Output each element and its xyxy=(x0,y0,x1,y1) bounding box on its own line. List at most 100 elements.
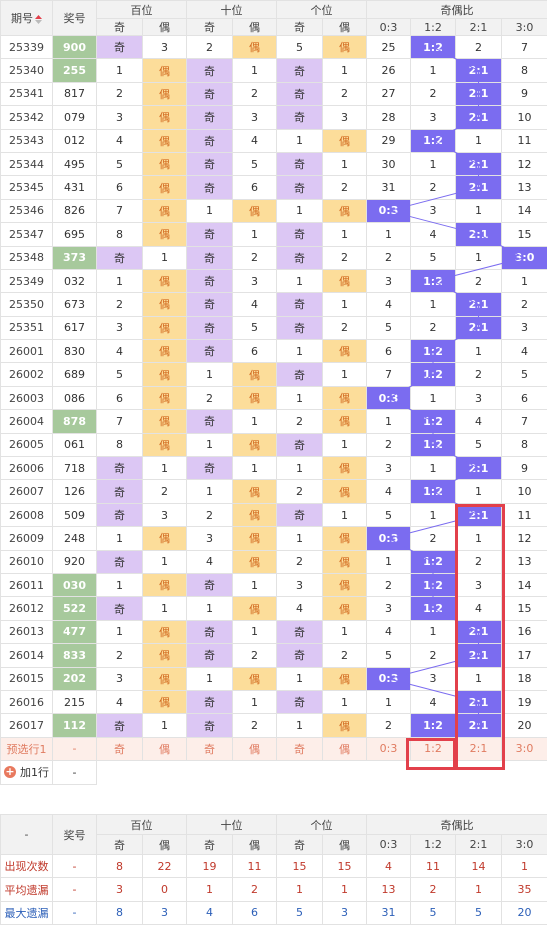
ratio-cell-1: 4 xyxy=(410,222,456,247)
s-odd-cell: 奇 xyxy=(186,643,233,668)
ratio-cell-1: 1:2 xyxy=(410,268,456,294)
winning-number-cell: 522 xyxy=(52,596,97,621)
b-odd-cell: 7 xyxy=(96,198,143,224)
ratio-cell-3: 13 xyxy=(501,175,547,200)
preselect-cell-3[interactable]: 偶 xyxy=(232,736,277,762)
ratio-cell-2: 2:1 xyxy=(455,456,502,481)
sort-icon[interactable] xyxy=(35,14,42,24)
period-cell: 25344 xyxy=(0,151,53,177)
stats-value-3: 11 xyxy=(232,853,277,879)
winning-number-cell: 086 xyxy=(52,385,97,411)
col-bai-header: 百位 xyxy=(96,0,187,19)
col-qihao-header[interactable]: 期号 xyxy=(0,0,53,36)
ratio-cell-2: 2:1 xyxy=(455,619,502,645)
b-odd-cell: 4 xyxy=(96,689,143,715)
g-even-cell: 偶 xyxy=(322,713,367,738)
ratio-cell-3: 14 xyxy=(501,198,547,224)
table-row: 26009 248 1 偶 3 偶 1 偶 0:3 2 1 12 xyxy=(0,526,547,551)
g-odd-cell: 3 xyxy=(276,572,323,598)
g-odd-cell: 奇 xyxy=(276,315,323,341)
add-row-button[interactable]: + 加1行 xyxy=(4,764,49,780)
preselect-cell-1[interactable]: 偶 xyxy=(142,736,187,762)
g-odd-cell: 1 xyxy=(276,128,323,153)
b-even-cell: 偶 xyxy=(142,666,187,691)
s-odd-cell: 奇 xyxy=(186,58,233,83)
table-row: 26008 509 奇 3 2 偶奇 1 5 1 2:1 11 xyxy=(0,502,547,528)
s-odd-cell: 1 xyxy=(186,432,233,458)
ratio-cell-2: 1 xyxy=(455,526,502,551)
preselect-cell-2[interactable]: 奇 xyxy=(186,736,233,762)
s-even-cell: 4 xyxy=(232,128,277,153)
period-cell: 26013 xyxy=(0,619,53,645)
winning-number-cell: 373 xyxy=(52,245,97,270)
period-cell: 25345 xyxy=(0,175,53,200)
preselect-cell-4[interactable]: 奇 xyxy=(276,736,323,762)
table-row: 25344 495 5 偶奇 5 奇 1 30 1 2:1 12 xyxy=(0,151,547,177)
table-row: 26014 833 2 偶奇 2 奇 2 5 2 2:1 17 xyxy=(0,643,547,668)
ratio-cell-3: 7 xyxy=(501,34,547,60)
table-row: 25341 817 2 偶奇 2 奇 2 27 2 2:1 9 xyxy=(0,81,547,107)
period-cell: 26007 xyxy=(0,479,53,504)
col-jianghao-header: 奖号 xyxy=(52,0,97,36)
preselect-cell-0[interactable]: 奇 xyxy=(96,736,143,762)
g-odd-cell: 1 xyxy=(276,526,323,551)
stats-value-7: 5 xyxy=(410,900,456,926)
winning-number-cell: 830 xyxy=(52,339,97,364)
preselect-cell-9[interactable]: 3:0 xyxy=(501,736,547,762)
g-even-cell: 偶 xyxy=(322,526,367,551)
g-odd-cell: 1 xyxy=(276,713,323,738)
ratio-cell-0: 3 xyxy=(366,268,411,294)
winning-number-cell: 495 xyxy=(52,151,97,177)
preselect-label[interactable]: 预选行1 xyxy=(0,736,53,762)
g-even-cell: 3 xyxy=(322,105,367,130)
period-cell: 26006 xyxy=(0,456,53,481)
g-odd-cell: 奇 xyxy=(276,81,323,107)
ratio-cell-0: 6 xyxy=(366,339,411,364)
stats-value-1: 22 xyxy=(142,853,187,879)
ratio-cell-2: 2:1 xyxy=(455,502,502,528)
preselect-cell-8[interactable]: 2:1 xyxy=(455,736,502,762)
s-even-cell: 1 xyxy=(232,619,277,645)
b-even-cell: 偶 xyxy=(142,315,187,341)
stats-win: - xyxy=(52,877,97,902)
period-cell: 25346 xyxy=(0,198,53,224)
b-odd-cell: 2 xyxy=(96,81,143,107)
trend-table: 期号 奖号 百位 十位 个位 奇偶比 奇 偶 奇 偶 奇 偶 0:3 1:2 2… xyxy=(0,0,547,785)
s-odd-cell: 奇 xyxy=(186,689,233,715)
period-cell: 26011 xyxy=(0,572,53,598)
s-odd-cell: 奇 xyxy=(186,409,233,434)
winning-number-cell: 255 xyxy=(52,58,97,83)
winning-number-cell: 673 xyxy=(52,292,97,317)
ratio-cell-3: 3:0 xyxy=(501,245,547,270)
ratio-cell-1: 2 xyxy=(410,643,456,668)
preselect-cell-7[interactable]: 1:2 xyxy=(410,736,456,762)
period-cell: 25350 xyxy=(0,292,53,317)
s-even-cell: 1 xyxy=(232,409,277,434)
g-even-cell: 偶 xyxy=(322,339,367,364)
ratio-cell-3: 14 xyxy=(501,572,547,598)
plus-icon: + xyxy=(4,765,16,779)
ratio-cell-1: 1 xyxy=(410,58,456,83)
stats-bai-even: 偶 xyxy=(142,834,187,855)
s-odd-cell: 奇 xyxy=(186,105,233,130)
ratio-cell-1: 1:2 xyxy=(410,713,456,738)
winning-number-cell: 215 xyxy=(52,689,97,715)
b-odd-cell: 奇 xyxy=(96,713,143,738)
b-even-cell: 3 xyxy=(142,502,187,528)
ratio-cell-2: 2:1 xyxy=(455,151,502,177)
winning-number-cell: 431 xyxy=(52,175,97,200)
ratio-cell-0: 5 xyxy=(366,502,411,528)
period-cell: 25347 xyxy=(0,222,53,247)
preselect-cell-5[interactable]: 偶 xyxy=(322,736,367,762)
winning-number-cell: 826 xyxy=(52,198,97,224)
preselect-cell-6[interactable]: 0:3 xyxy=(366,736,411,762)
stats-value-3: 6 xyxy=(232,900,277,926)
winning-number-cell: 079 xyxy=(52,105,97,130)
ratio-cell-3: 9 xyxy=(501,456,547,481)
winning-number-cell: 900 xyxy=(52,34,97,60)
g-odd-cell: 奇 xyxy=(276,502,323,528)
g-odd-cell: 奇 xyxy=(276,619,323,645)
stats-value-6: 4 xyxy=(366,853,411,879)
winning-number-cell: 012 xyxy=(52,128,97,153)
period-cell: 26003 xyxy=(0,385,53,411)
